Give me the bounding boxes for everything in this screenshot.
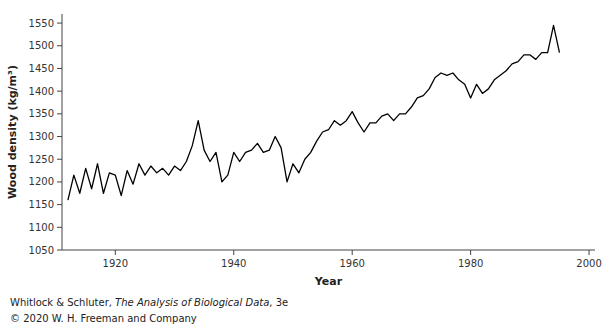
y-tick-label: 1200 [29,176,54,187]
caption-part: © 2020 W. H. Freeman and Company [10,313,197,324]
y-tick [57,23,62,24]
axes: 1920 1940 1960 1980 2000 1050 1100 1150 1200 1250… [29,14,602,269]
y-tick [57,250,62,251]
x-axis-line [62,250,595,251]
x-tick-label: 1960 [339,258,364,269]
caption: Whitlock & Schluter, The Analysis of Bio… [10,297,288,308]
y-tick-label: 1100 [29,222,54,233]
y-tick-label: 1550 [29,18,54,29]
plot-area [68,25,560,200]
y-tick-label: 1300 [29,131,54,142]
caption: © 2020 W. H. Freeman and Company [10,313,197,324]
y-tick [57,45,62,46]
density-line [68,25,560,200]
x-tick-label: 1940 [221,258,246,269]
y-tick [57,113,62,114]
y-tick-label: 1150 [29,199,54,210]
x-tick-label: 2000 [576,258,601,269]
chart: 1920 1940 1960 1980 2000 1050 1100 1150 1200 1250… [0,0,613,334]
y-tick-label: 1400 [29,86,54,97]
x-tick [589,250,590,255]
y-tick [57,159,62,160]
x-tick-label: 1920 [103,258,128,269]
x-tick [115,250,116,255]
x-tick [470,250,471,255]
y-tick-label: 1250 [29,154,54,165]
x-tick-label: 1980 [458,258,483,269]
y-axis-line [62,14,63,250]
y-tick-label: 1500 [29,40,54,51]
y-tick-label: 1450 [29,63,54,74]
y-tick-label: 1350 [29,108,54,119]
caption-part: Whitlock & Schluter, [10,297,115,308]
x-axis-title: Year [314,275,343,288]
caption-part: The Analysis of Biological Data [115,297,269,308]
caption-part: , 3e [269,297,288,308]
x-tick [352,250,353,255]
y-tick [57,181,62,182]
y-tick [57,68,62,69]
y-tick-label: 1050 [29,245,54,256]
y-tick [57,91,62,92]
y-tick [57,204,62,205]
y-tick [57,227,62,228]
y-axis-title: Wood density (kg/m³) [6,65,19,199]
x-tick [233,250,234,255]
y-tick [57,136,62,137]
